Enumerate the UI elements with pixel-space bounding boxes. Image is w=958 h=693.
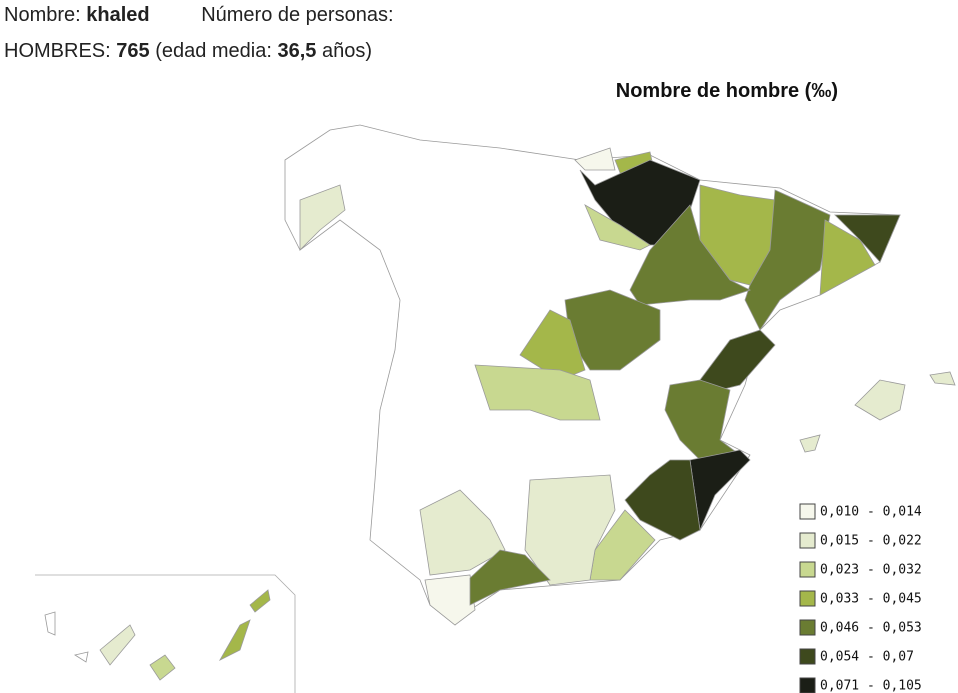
name-line: Nombre: khaled Número de personas: <box>4 4 394 27</box>
legend-label: 0,010 - 0,014 <box>820 505 922 520</box>
men-line: HOMBRES: 765 (edad media: 36,5 años) <box>4 40 372 63</box>
mainland <box>284 124 901 626</box>
title: Nombre de hombre <box>616 80 799 102</box>
legend-swatch <box>799 590 816 607</box>
age: 36,5 <box>277 40 317 62</box>
legend-label: 0,033 - 0,045 <box>820 592 922 607</box>
legend-swatch <box>799 677 816 693</box>
name: khaled <box>86 4 150 26</box>
count: 765 <box>116 40 150 62</box>
legend-label: 0,054 - 0,07 <box>820 650 914 665</box>
legend-swatch <box>799 561 816 578</box>
label: años) <box>322 40 373 62</box>
label: Número de personas: <box>201 4 394 26</box>
legend-swatch <box>799 532 816 549</box>
label: HOMBRES: <box>4 40 111 62</box>
label: Nombre: <box>4 4 81 26</box>
label: (edad media: <box>155 40 272 62</box>
legend-swatch <box>799 648 816 665</box>
unit: (‰) <box>805 80 838 102</box>
legend-label: 0,015 - 0,022 <box>820 534 922 549</box>
legend-label: 0,023 - 0,032 <box>820 563 922 578</box>
legend-label: 0,071 - 0,105 <box>820 679 922 693</box>
legend: 0,010 - 0,014 0,015 - 0,022 0,023 - 0,032 0… <box>799 503 922 693</box>
map-title: Nombre de hombre (‰) <box>616 80 838 102</box>
canary <box>35 574 296 693</box>
legend-swatch <box>799 503 816 520</box>
legend-swatch <box>799 619 816 636</box>
legend-label: 0,046 - 0,053 <box>820 621 922 636</box>
balearic <box>799 371 956 453</box>
